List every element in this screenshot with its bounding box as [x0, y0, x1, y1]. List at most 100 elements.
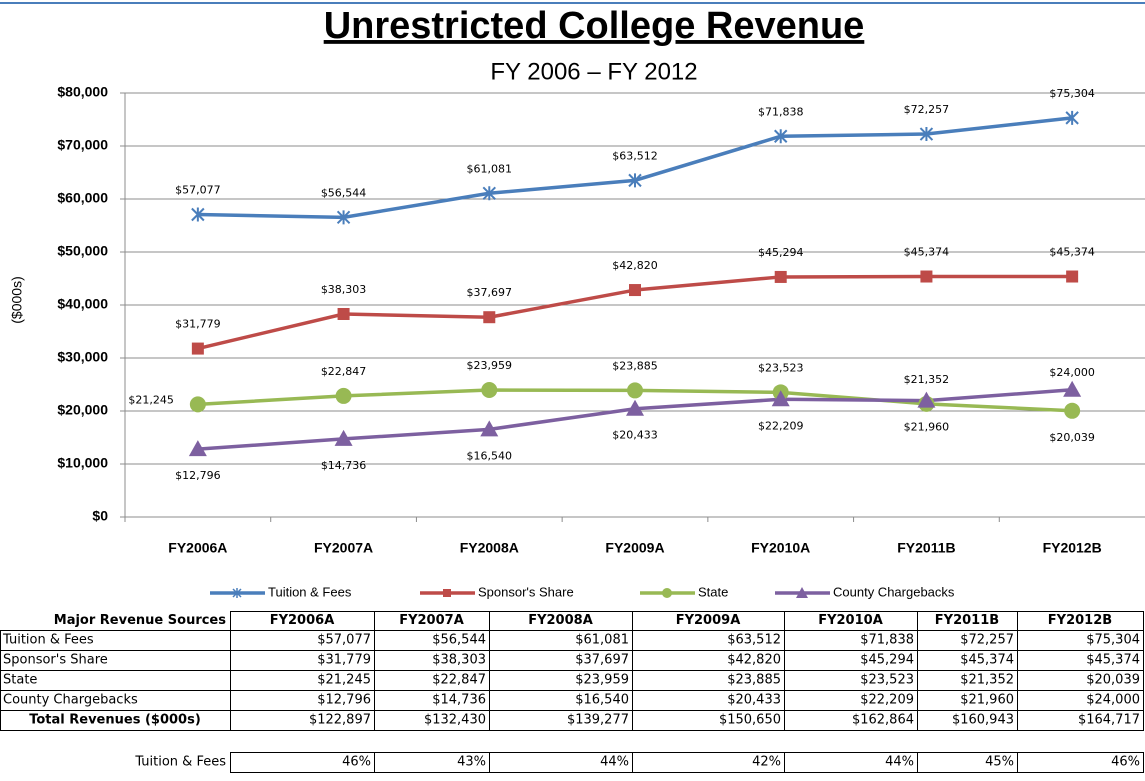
legend-marker [796, 587, 808, 598]
table-text: Major Revenue Sources [54, 613, 226, 628]
table-text: $20,433 [727, 693, 781, 708]
table-text: $122,897 [309, 713, 371, 728]
data-label: $16,540 [467, 449, 513, 462]
data-label: $23,959 [467, 359, 513, 372]
table-text: $22,209 [860, 693, 914, 708]
data-point [1064, 402, 1081, 419]
table-text: FY2011B [935, 613, 999, 628]
table-text: $16,540 [575, 693, 629, 708]
data-label: $71,838 [758, 105, 804, 118]
data-point [1066, 270, 1079, 283]
data-label: $20,039 [1049, 431, 1095, 444]
data-label: $45,294 [758, 246, 804, 259]
y-tick-label: $10,000 [57, 455, 108, 471]
legend-label: Tuition & Fees [268, 584, 352, 599]
table-text: County Chargebacks [3, 693, 138, 708]
table-text: $38,303 [432, 653, 486, 668]
table-text: 46% [342, 755, 371, 770]
data-point [771, 390, 790, 407]
data-point [336, 210, 351, 225]
table-text: $61,081 [575, 633, 629, 648]
y-tick-label: $20,000 [57, 402, 108, 418]
data-label: $21,352 [904, 373, 950, 386]
table-text: $12,796 [317, 693, 371, 708]
data-point [191, 342, 204, 355]
x-tick-label: FY2009A [605, 540, 664, 556]
data-label: $37,697 [467, 286, 513, 299]
data-point [627, 382, 643, 399]
legend-label: County Chargebacks [833, 584, 955, 599]
series-line [197, 116, 1073, 220]
table-text: 44% [885, 755, 914, 770]
data-point [483, 311, 496, 324]
data-point [919, 127, 934, 142]
data-point [482, 186, 496, 201]
legend-label: Sponsor's Share [478, 584, 574, 599]
data-label: $42,820 [612, 259, 658, 272]
table-text: $45,374 [1086, 653, 1140, 668]
data-label: $56,544 [321, 186, 367, 199]
table-text: 45% [985, 755, 1014, 770]
table-text: $31,779 [317, 653, 371, 668]
data-label: $23,885 [612, 359, 658, 372]
table-text: $21,352 [960, 673, 1014, 688]
data-point [1065, 110, 1079, 125]
data-point [626, 399, 644, 416]
data-label: $45,374 [904, 246, 950, 259]
data-label: $45,374 [1049, 246, 1095, 259]
table-text: $21,245 [317, 673, 371, 688]
data-label: $24,000 [1049, 366, 1095, 379]
data-label: $20,433 [612, 429, 658, 442]
y-tick-label: $40,000 [57, 296, 108, 312]
table-text: $22,847 [432, 673, 486, 688]
table-text: $37,697 [575, 653, 629, 668]
table-text: $45,374 [960, 653, 1014, 668]
data-point [334, 429, 353, 446]
table-text: $132,430 [424, 713, 486, 728]
table-text: FY2006A [270, 613, 335, 628]
table-cell [1017, 752, 1144, 773]
y-tick-label: $30,000 [57, 349, 108, 365]
table-text: Sponsor's Share [3, 653, 108, 668]
legend-marker [662, 588, 672, 598]
data-point [188, 440, 207, 457]
table-text: Tuition & Fees [134, 755, 226, 770]
x-tick-label: FY2010A [751, 540, 810, 556]
table-text: $23,885 [727, 673, 781, 688]
data-label: $21,960 [904, 421, 950, 434]
data-label: $38,303 [321, 283, 367, 296]
data-label: $31,779 [175, 318, 221, 331]
y-tick-label: $50,000 [57, 243, 108, 259]
table-text: $72,257 [960, 633, 1014, 648]
table-text: FY2007A [399, 613, 464, 628]
table-text: State [3, 673, 37, 688]
y-tick-label: $70,000 [57, 137, 108, 153]
table-text: $42,820 [727, 653, 781, 668]
data-point [917, 391, 936, 408]
y-tick-label: $80,000 [57, 84, 108, 100]
table-text: FY2008A [528, 613, 593, 628]
data-label: $22,209 [758, 419, 804, 432]
x-tick-label: FY2006A [168, 540, 227, 556]
table-text: FY2010A [818, 613, 883, 628]
table-text: Total Revenues ($000s) [29, 713, 201, 728]
chart-title: Unrestricted College Revenue [324, 5, 865, 47]
table-text: $57,077 [317, 633, 371, 648]
table-text: $164,717 [1078, 713, 1140, 728]
table-text: $45,294 [860, 653, 914, 668]
table-text: 42% [752, 755, 781, 770]
data-label: $72,257 [904, 103, 950, 116]
table-text: $20,039 [1086, 673, 1140, 688]
data-label: $14,736 [321, 459, 367, 472]
table-text: $23,959 [575, 673, 629, 688]
data-label: $21,245 [128, 393, 174, 406]
table-text: $24,000 [1086, 693, 1140, 708]
x-tick-label: FY2008A [460, 540, 519, 556]
table-text: $14,736 [432, 693, 486, 708]
table-text: $63,512 [727, 633, 781, 648]
y-axis-label: ($000s) [9, 276, 25, 323]
data-label: $23,523 [758, 361, 804, 374]
table-cell [1017, 710, 1144, 731]
